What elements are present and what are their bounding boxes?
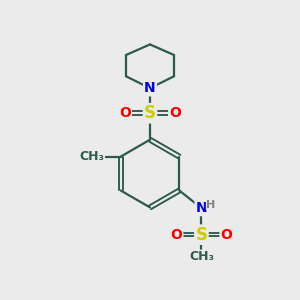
Text: O: O [220, 228, 232, 242]
Text: CH₃: CH₃ [189, 250, 214, 263]
Text: H: H [206, 200, 215, 210]
Text: N: N [144, 81, 156, 95]
Text: O: O [119, 106, 131, 120]
Text: O: O [169, 106, 181, 120]
Text: N: N [196, 201, 207, 215]
Text: O: O [90, 150, 102, 164]
Text: CH₃: CH₃ [80, 150, 104, 163]
Text: N: N [144, 81, 156, 95]
Text: S: S [195, 226, 207, 244]
Text: S: S [144, 104, 156, 122]
Text: O: O [170, 228, 182, 242]
